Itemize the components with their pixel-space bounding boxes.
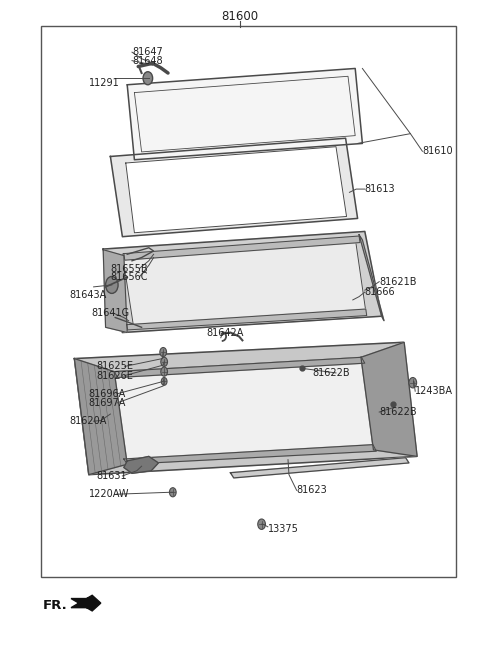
Circle shape: [106, 276, 118, 293]
Text: 81625E: 81625E: [96, 361, 133, 372]
Circle shape: [258, 519, 265, 529]
Polygon shape: [361, 342, 417, 456]
Text: 81613: 81613: [365, 184, 396, 194]
Text: 11291: 11291: [89, 78, 120, 88]
Text: 81631: 81631: [96, 471, 127, 481]
Text: 81641G: 81641G: [91, 308, 129, 318]
Polygon shape: [127, 309, 367, 330]
Text: 81696A: 81696A: [89, 389, 126, 399]
Polygon shape: [359, 235, 384, 321]
Text: 81621B: 81621B: [379, 276, 417, 287]
Text: 81600: 81600: [221, 10, 259, 23]
Text: 81610: 81610: [422, 146, 453, 156]
Text: 81647: 81647: [132, 47, 163, 57]
Polygon shape: [127, 68, 362, 160]
Polygon shape: [71, 595, 101, 611]
Polygon shape: [74, 342, 417, 475]
Polygon shape: [103, 250, 127, 333]
Polygon shape: [230, 458, 409, 478]
Text: 81642A: 81642A: [206, 327, 244, 338]
Circle shape: [169, 488, 176, 497]
Polygon shape: [74, 359, 127, 475]
Text: 81648: 81648: [132, 55, 163, 66]
Polygon shape: [124, 456, 158, 473]
Polygon shape: [124, 445, 376, 464]
Polygon shape: [114, 357, 365, 378]
Text: 1243BA: 1243BA: [415, 386, 453, 396]
Text: 81622B: 81622B: [379, 407, 417, 417]
Text: 81643A: 81643A: [70, 289, 107, 300]
Circle shape: [161, 357, 168, 366]
Text: 81666: 81666: [365, 287, 396, 297]
Polygon shape: [113, 357, 373, 464]
Circle shape: [160, 348, 167, 357]
Text: 81656C: 81656C: [110, 272, 148, 282]
Bar: [41, 26, 456, 577]
Text: 81622B: 81622B: [312, 368, 349, 378]
Circle shape: [161, 367, 168, 376]
Circle shape: [409, 378, 417, 388]
Circle shape: [161, 378, 167, 385]
Text: 81620A: 81620A: [70, 416, 107, 426]
Polygon shape: [103, 231, 382, 333]
Polygon shape: [124, 236, 360, 260]
Polygon shape: [126, 147, 347, 233]
Text: 1220AW: 1220AW: [89, 489, 129, 499]
Text: 13375: 13375: [268, 524, 299, 535]
Text: 81655B: 81655B: [110, 263, 148, 274]
Text: 81697A: 81697A: [89, 398, 126, 408]
Text: 81623: 81623: [297, 485, 327, 496]
Circle shape: [143, 72, 153, 85]
Polygon shape: [110, 138, 358, 237]
Text: 81626E: 81626E: [96, 370, 133, 381]
Polygon shape: [122, 238, 366, 326]
Text: FR.: FR.: [43, 599, 68, 612]
